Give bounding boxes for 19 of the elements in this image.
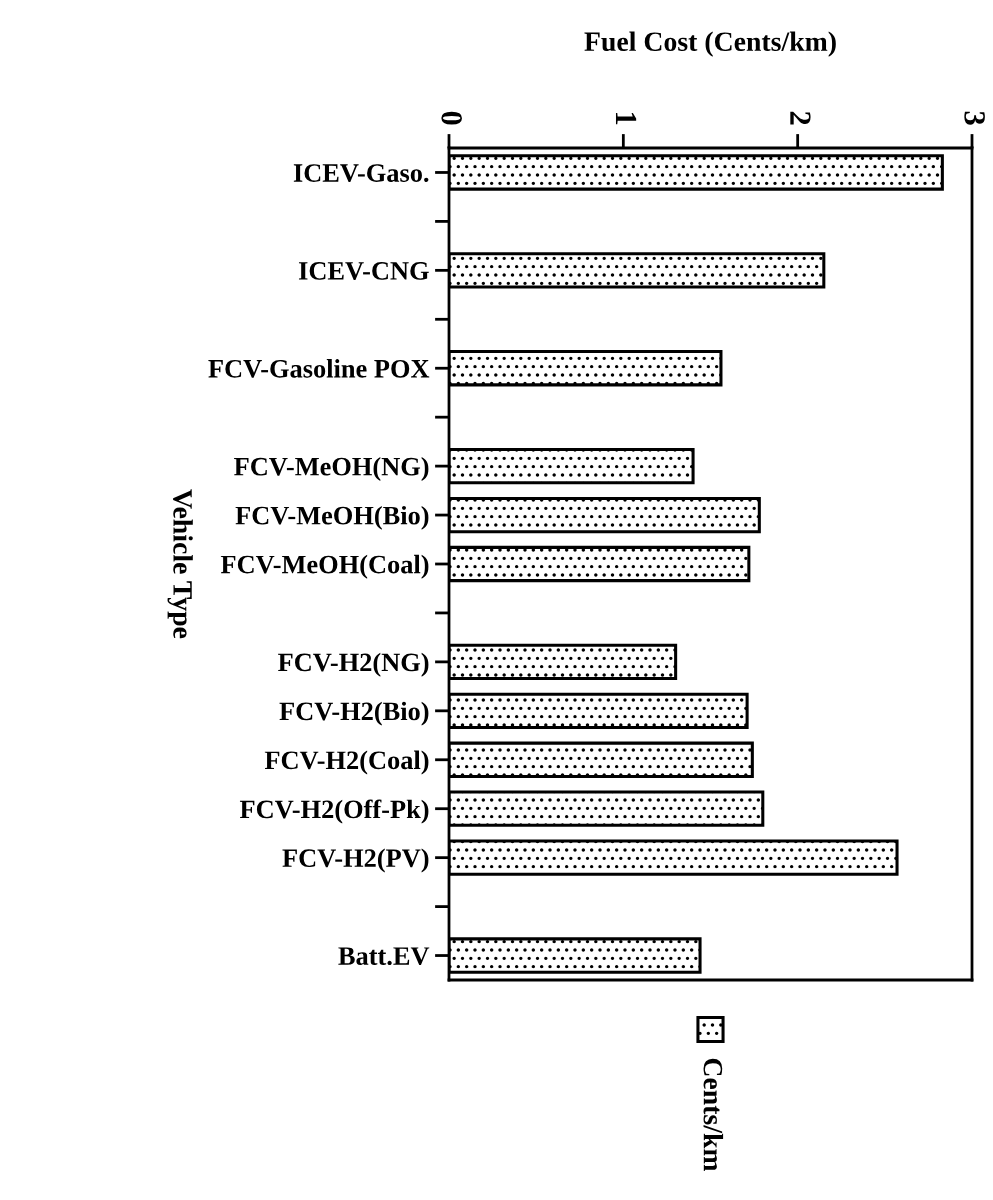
y-tick-label: FCV-Gasoline POX xyxy=(208,359,430,378)
y-axis-title: Vehicle Type xyxy=(167,489,193,639)
x-tick-label: 1 xyxy=(615,112,637,125)
x-tick-label: 2 xyxy=(790,111,811,125)
y-tick-label: FCV-H2(Bio) xyxy=(279,701,429,726)
y-tick-label: FCV-MeOH(NG) xyxy=(234,456,429,481)
y-tick-label: FCV-H2(Off-Pk) xyxy=(239,799,429,824)
chart-title: Fuel Cost (Cents/km) xyxy=(584,31,836,57)
y-tick-label: Batt.EV xyxy=(338,947,430,966)
legend-label: Cents/km xyxy=(703,1058,724,1172)
x-tick-label: 0 xyxy=(441,111,462,125)
y-tick-label: FCV-MeOH(Coal) xyxy=(220,554,429,579)
y-tick-label: FCV-H2(NG) xyxy=(278,652,429,677)
x-tick-label: 3 xyxy=(964,111,985,125)
y-tick-label: FCV-MeOH(Bio) xyxy=(235,505,429,530)
y-tick-label: ICEV-Gaso. xyxy=(293,164,429,183)
y-tick-label: ICEV-CNG xyxy=(298,262,429,280)
y-tick-label: FCV-H2(PV) xyxy=(282,848,429,873)
y-tick-label: FCV-H2(Coal) xyxy=(264,750,429,775)
